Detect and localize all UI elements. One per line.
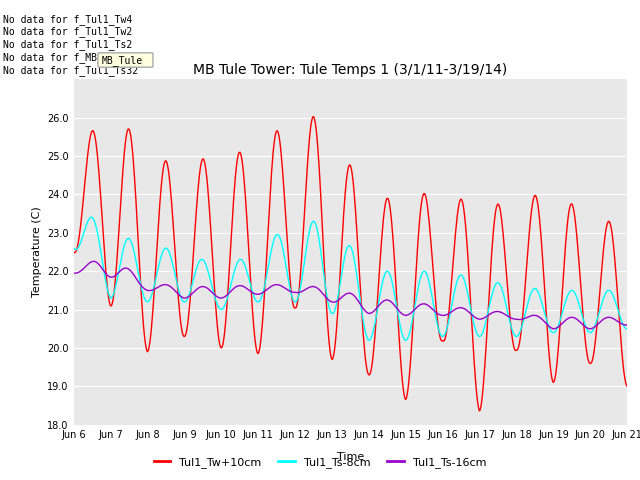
Text: MB_Tule: MB_Tule	[102, 55, 143, 66]
Title: MB Tule Tower: Tule Temps 1 (3/1/11-3/19/14): MB Tule Tower: Tule Temps 1 (3/1/11-3/19…	[193, 63, 508, 77]
Text: No data for f_Tul1_Tw4: No data for f_Tul1_Tw4	[3, 13, 132, 24]
X-axis label: Time: Time	[337, 453, 364, 462]
Y-axis label: Temperature (C): Temperature (C)	[31, 206, 42, 298]
Legend: Tul1_Tw+10cm, Tul1_Ts-8cm, Tul1_Ts-16cm: Tul1_Tw+10cm, Tul1_Ts-8cm, Tul1_Ts-16cm	[149, 452, 491, 472]
Text: No data for f_MB_Tule: No data for f_MB_Tule	[3, 52, 127, 63]
Text: No data for f_Tul1_Tw2: No data for f_Tul1_Tw2	[3, 26, 132, 37]
Text: No data for f_Tul1_Ts2: No data for f_Tul1_Ts2	[3, 39, 132, 50]
Text: No data for f_Tul1_Ts32: No data for f_Tul1_Ts32	[3, 65, 138, 76]
